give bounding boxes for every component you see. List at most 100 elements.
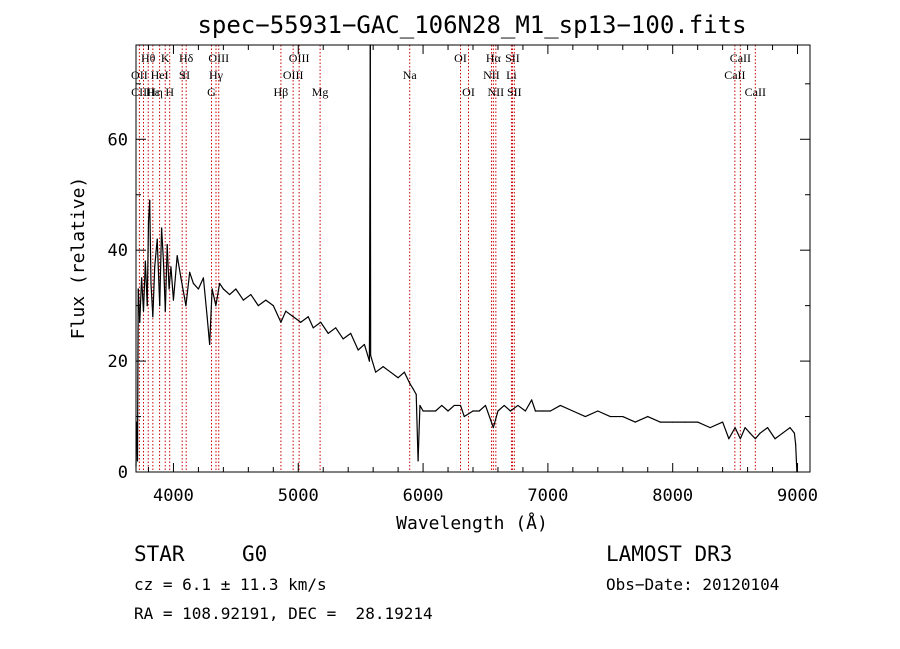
flux-segment (166, 244, 170, 290)
flux-segment (531, 399, 537, 412)
axis-ticks (136, 45, 810, 473)
flux-segment (370, 354, 377, 373)
flux-segment (209, 288, 213, 346)
flux-segment (350, 332, 359, 351)
x-tick-label: 4000 (153, 486, 194, 506)
spectral-line-label: Mg (312, 85, 329, 99)
flux-segment (795, 443, 798, 473)
flux-segment (622, 415, 636, 423)
flux-segment (363, 343, 371, 362)
flux-segment (375, 366, 384, 373)
flux-segment (759, 427, 769, 434)
flux-segment (524, 399, 533, 412)
spectral-line-label: Hθ (141, 51, 156, 65)
flux-segment (152, 266, 156, 318)
chart-title: spec−55931−GAC_106N28_M1_sp13−100.fits (197, 11, 746, 39)
axis-tick-labels: 4000 5000 6000 7000 8000 9000 0 20 40 60 (108, 130, 818, 506)
flux-segment (242, 293, 252, 301)
flux-segment (647, 415, 661, 423)
flux-segment (149, 199, 152, 285)
flux-segment (206, 316, 211, 346)
flux-segment (272, 305, 282, 323)
flux-segment (503, 404, 512, 412)
flux-segment (335, 327, 344, 340)
spectral-line-label: K (161, 51, 170, 65)
flux-segment (219, 282, 224, 290)
spectral-line-label: Hγ (209, 68, 224, 82)
flux-segment (634, 415, 649, 423)
flux-segment (164, 244, 168, 312)
flux-segment (492, 410, 499, 429)
flux-segment (211, 288, 217, 307)
spectral-line-label: Li (506, 68, 517, 82)
spectral-line-label: G (207, 85, 216, 99)
flux-segment (497, 404, 505, 412)
flux-segment (793, 432, 797, 445)
spectral-line-label: NII (483, 68, 500, 82)
flux-segment (229, 288, 237, 296)
flux-segment (342, 332, 352, 340)
flux-segment (415, 393, 419, 462)
y-tick-label: 40 (108, 241, 128, 261)
flux-segment (357, 343, 366, 351)
flux-segment (159, 227, 163, 307)
flux-segment (412, 388, 417, 395)
flux-segment (390, 371, 399, 379)
y-tick-label: 60 (108, 130, 128, 150)
spectral-line-label: SII (507, 85, 522, 99)
spectral-line-label: OIII (283, 68, 304, 82)
flux-segment (202, 277, 208, 318)
spectral-line-label: H (165, 85, 174, 99)
x-tick-label: 7000 (527, 486, 568, 506)
flux-segment (734, 427, 741, 440)
flux-segment (517, 404, 527, 412)
flux-segment (459, 404, 465, 418)
spectral-line-label: OIII (208, 51, 229, 65)
spectral-line-label: CIIH (131, 85, 156, 99)
flux-segment (744, 427, 751, 434)
flux-segment (146, 221, 150, 307)
x-axis-label: Wavelength (Å) (396, 512, 548, 534)
flux-segment (728, 427, 736, 440)
spectral-line-label: Hα (486, 51, 502, 65)
obs-date-text: Obs−Date: 20120104 (606, 575, 779, 594)
flux-segment (484, 404, 494, 429)
flux-segment (409, 382, 414, 390)
flux-segment (739, 427, 746, 440)
spectral-line-label: NII (488, 85, 505, 99)
spectral-line-label: OII (131, 68, 148, 82)
object-class: STAR (134, 542, 185, 566)
flux-segment (441, 404, 449, 412)
spectral-line-label: CaII (745, 85, 766, 99)
spectral-line-label: S (179, 68, 186, 82)
x-tick-label: 5000 (278, 486, 319, 506)
flux-segment (142, 260, 146, 312)
flux-segment (300, 316, 309, 323)
flux-segment (170, 266, 175, 301)
flux-segment (292, 316, 302, 323)
flux-segment (189, 271, 195, 285)
flux-segment (749, 432, 756, 440)
flux-segment (285, 310, 294, 318)
spectral-line-label: II (182, 68, 190, 82)
flux-segment (597, 410, 611, 418)
flux-segment (192, 282, 200, 290)
flux-segment (176, 255, 182, 279)
flux-segment (722, 421, 730, 440)
flux-segment (419, 404, 424, 412)
flux-segment (397, 371, 405, 379)
flux-segment (160, 227, 165, 262)
flux-segment (222, 288, 231, 296)
flux-segment (417, 404, 421, 462)
flux-segment (185, 271, 191, 307)
flux-segment (478, 404, 487, 412)
flux-segment (235, 288, 244, 301)
flux-segment (774, 432, 784, 440)
spectral-line-label: Na (403, 68, 418, 82)
survey-name: LAMOST DR3 (606, 542, 732, 566)
flux-segment (697, 421, 711, 429)
flux-segment (781, 427, 791, 434)
spectral-line-label: Hδ (179, 51, 194, 65)
